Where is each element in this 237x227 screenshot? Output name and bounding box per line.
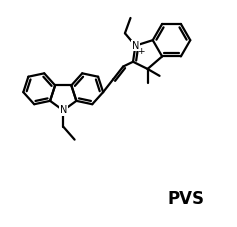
Text: N: N [59, 105, 67, 115]
Text: N: N [132, 41, 139, 51]
Text: +: + [137, 47, 145, 56]
Text: PVS: PVS [168, 190, 205, 208]
